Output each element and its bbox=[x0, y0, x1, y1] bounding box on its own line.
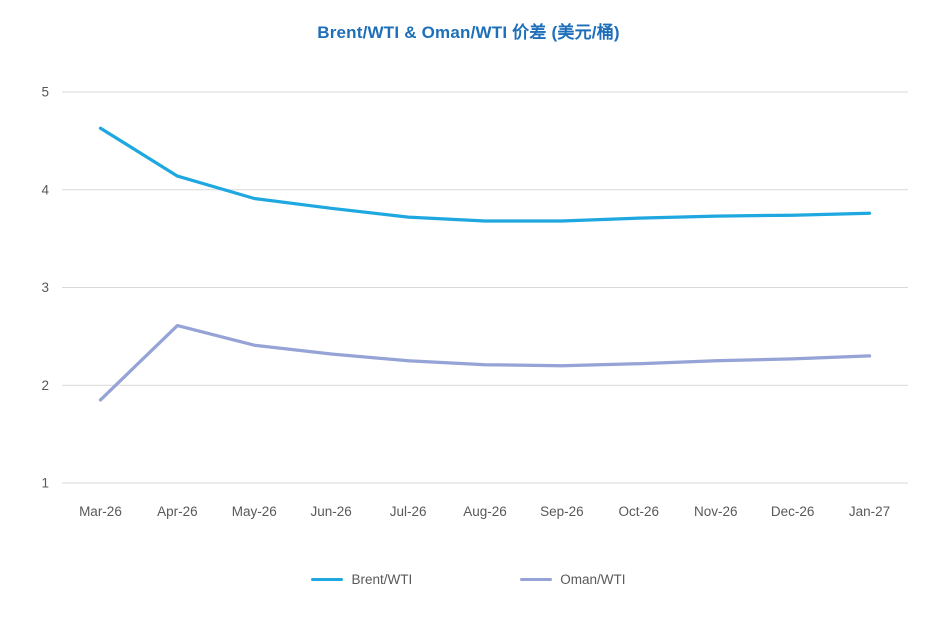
legend-label-oman-wti: Oman/WTI bbox=[560, 572, 626, 587]
x-tick-label: May-26 bbox=[232, 504, 277, 519]
brent-line-swatch bbox=[311, 578, 344, 581]
legend-item-oman-wti: Oman/WTI bbox=[520, 572, 626, 587]
chart-legend: Brent/WTI Oman/WTI bbox=[0, 572, 937, 587]
x-tick-label: Oct-26 bbox=[619, 504, 660, 519]
x-tick-label: Sep-26 bbox=[540, 504, 584, 519]
y-tick-label: 3 bbox=[41, 280, 49, 295]
series-line-brent-wti bbox=[98, 126, 872, 223]
x-tick-label: Mar-26 bbox=[79, 504, 122, 519]
y-tick-label: 2 bbox=[41, 378, 49, 393]
line-chart: 1 2 3 4 5 Mar-26 Apr-26 May-26 Jun-26 Jul-26 Aug-2… bbox=[41, 85, 908, 519]
legend-label-brent-wti: Brent/WTI bbox=[351, 572, 413, 587]
series-line-oman-wti bbox=[98, 323, 872, 402]
x-tick-label: Jul-26 bbox=[390, 504, 427, 519]
y-tick-label: 1 bbox=[41, 476, 49, 491]
oman-line-swatch bbox=[520, 578, 553, 581]
x-tick-label: Aug-26 bbox=[463, 504, 507, 519]
legend-item-brent-wti: Brent/WTI bbox=[311, 572, 412, 587]
x-tick-label: Jun-26 bbox=[311, 504, 352, 519]
x-tick-label: Nov-26 bbox=[694, 504, 738, 519]
x-tick-label: Dec-26 bbox=[771, 504, 815, 519]
chart-title: Brent/WTI & Oman/WTI 价差 (美元/桶) bbox=[317, 23, 620, 42]
y-tick-label: 4 bbox=[41, 182, 49, 197]
x-tick-label: Apr-26 bbox=[157, 504, 198, 519]
x-tick-label: Jan-27 bbox=[849, 504, 890, 519]
y-tick-label: 5 bbox=[41, 85, 49, 100]
